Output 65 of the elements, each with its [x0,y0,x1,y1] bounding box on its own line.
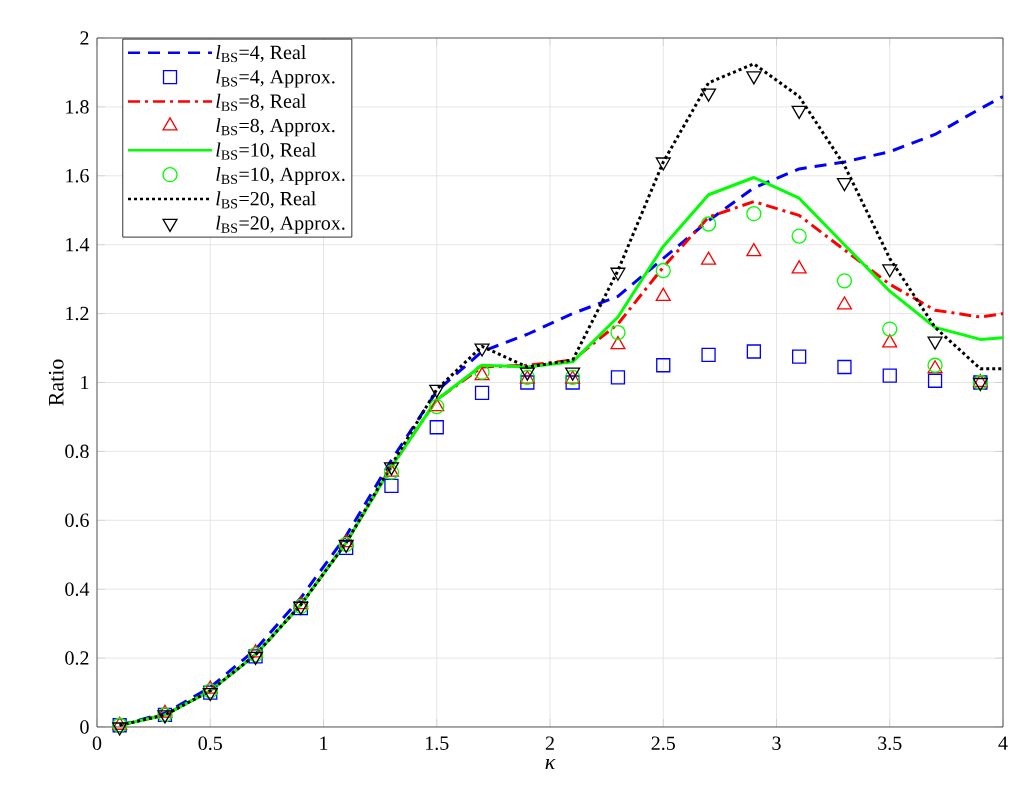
point [656,358,671,373]
point [429,420,444,435]
y-tick-label: 2 [80,31,89,45]
y-tick-label: 1.6 [66,169,89,183]
point [746,206,762,222]
point [700,216,717,232]
y-tick-label: 1.8 [66,100,89,114]
x-tick-label: 2 [545,736,554,750]
legend-label: l$_{BS}$=4, Real [216,45,306,63]
x-tick-label: 3.5 [878,736,902,751]
point [429,384,445,399]
point [836,273,853,289]
y-tick-label: 0.6 [65,513,89,528]
point [882,368,897,383]
point [927,373,943,388]
y-tick-label: 1.2 [66,306,89,321]
x-tick-label: 1.5 [426,736,449,750]
point [338,534,354,548]
point [202,680,218,694]
x-tick-label: 3 [772,736,781,750]
point [247,644,264,658]
point [293,596,309,610]
point [565,375,580,390]
legend-label: l$_{BS}$=8, Real [216,93,306,111]
y-tick-label: 0 [80,720,89,734]
point [474,385,490,400]
point [882,264,898,278]
point [655,157,671,171]
legend-label: l$_{BS}$=4, Approx. [216,69,335,88]
x-tick-label: 2.5 [651,736,675,751]
point [610,324,626,341]
point [927,336,943,350]
point [746,344,761,359]
legend-label: l$_{BS}$=10, Real [216,142,316,160]
y-tick-label: 1 [81,375,89,390]
y-tick-label: 0.8 [65,444,89,459]
legend-label: l$_{BS}$=20, Approx. [216,215,345,234]
point [520,375,535,390]
point [836,178,853,192]
point [610,267,626,281]
point [610,370,626,385]
point [791,105,807,119]
x-tick-label: 1 [320,736,328,750]
legend-label: l$_{BS}$=20, Real [216,191,316,209]
point [700,88,717,102]
x-tick-label: 4 [998,736,1008,750]
point [792,349,807,364]
x-tick-label: 0.5 [198,736,222,751]
point [384,478,399,493]
y-tick-label: 0.2 [65,651,89,665]
y-axis-title: Ratio [48,359,64,406]
point [474,343,490,357]
point [746,71,762,85]
point [791,228,807,244]
point [701,347,716,363]
point [157,704,173,718]
legend-label: l$_{BS}$=8, Approx. [216,118,335,137]
y-tick-label: 1.4 [66,237,90,252]
point [837,359,852,375]
y-tick-label: 0.4 [65,582,90,596]
x-tick-label: 0 [92,736,102,751]
point [655,262,671,279]
point [882,321,898,337]
x-axis-title: κ [545,758,556,770]
legend-label: l$_{BS}$=10, Approx. [216,166,345,186]
